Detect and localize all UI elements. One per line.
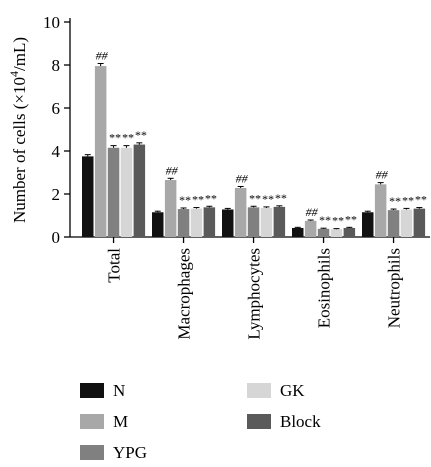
bar	[94, 66, 107, 237]
significance-mark: **	[179, 193, 191, 207]
significance-mark: **	[109, 131, 121, 145]
bar	[374, 184, 387, 237]
significance-mark: **	[389, 194, 401, 208]
legend-label: N	[113, 381, 125, 400]
bar	[203, 207, 216, 237]
y-tick-label: 2	[52, 185, 61, 204]
bar	[82, 156, 94, 237]
bar	[317, 228, 330, 237]
x-tick-label: Eosinophils	[315, 248, 334, 328]
x-tick-label: Total	[105, 248, 124, 283]
legend-swatch	[80, 383, 104, 398]
y-axis-label: Number of cells (×104/mL)	[7, 37, 29, 223]
bar	[222, 209, 234, 237]
y-tick-label: 6	[52, 99, 61, 118]
bar	[292, 227, 304, 237]
significance-mark: **	[319, 213, 331, 227]
significance-mark: **	[344, 212, 356, 226]
x-tick-label: Macrophages	[175, 248, 194, 340]
bar	[400, 209, 413, 237]
bar	[234, 187, 247, 237]
significance-mark: ##	[96, 48, 109, 62]
bar	[413, 208, 426, 237]
bar	[330, 229, 343, 237]
bar	[152, 212, 164, 237]
legend-swatch	[80, 414, 104, 429]
bar	[190, 208, 203, 237]
significance-mark: ##	[306, 205, 319, 219]
significance-mark: **	[261, 192, 273, 206]
legend-label: M	[113, 412, 128, 431]
bar	[164, 180, 177, 237]
bar	[304, 220, 317, 237]
x-tick-label: Neutrophils	[385, 248, 404, 328]
legend-label: YPG	[113, 443, 147, 462]
y-tick-label: 4	[52, 142, 61, 161]
legend-swatch	[247, 414, 271, 429]
significance-mark: **	[134, 128, 146, 142]
legend-swatch	[247, 383, 271, 398]
significance-mark: ##	[376, 168, 389, 182]
y-axis-label-superscript: 4	[7, 71, 21, 77]
significance-mark: **	[401, 193, 413, 207]
legend-label: GK	[280, 381, 305, 400]
y-axis-label-prefix: Number of cells (×10	[10, 77, 29, 223]
significance-mark: **	[249, 191, 261, 205]
bar	[260, 207, 273, 237]
legend-label: Block	[280, 412, 321, 431]
bar	[107, 147, 120, 237]
significance-mark: **	[274, 191, 286, 205]
significance-mark: ##	[166, 163, 179, 177]
bar	[247, 207, 260, 237]
bar	[387, 210, 400, 237]
legend-swatch	[80, 445, 104, 460]
bar	[343, 227, 356, 237]
y-tick-label: 8	[52, 56, 61, 75]
significance-mark: **	[121, 131, 133, 145]
bar	[362, 212, 374, 237]
bar	[133, 144, 146, 237]
bar	[273, 206, 286, 237]
legend: NM YPG GK Block	[80, 381, 321, 462]
significance-mark: **	[204, 191, 216, 205]
significance-mark: **	[414, 193, 426, 207]
y-tick-label: 10	[43, 13, 60, 32]
y-axis-label-suffix: /mL)	[10, 37, 29, 71]
bar	[177, 209, 190, 237]
x-tick-label: Lymphocytes	[245, 248, 264, 340]
significance-mark: ##	[236, 171, 249, 185]
y-tick-label: 0	[52, 228, 61, 247]
bar	[120, 147, 133, 237]
significance-mark: **	[191, 193, 203, 207]
significance-mark: **	[331, 214, 343, 228]
